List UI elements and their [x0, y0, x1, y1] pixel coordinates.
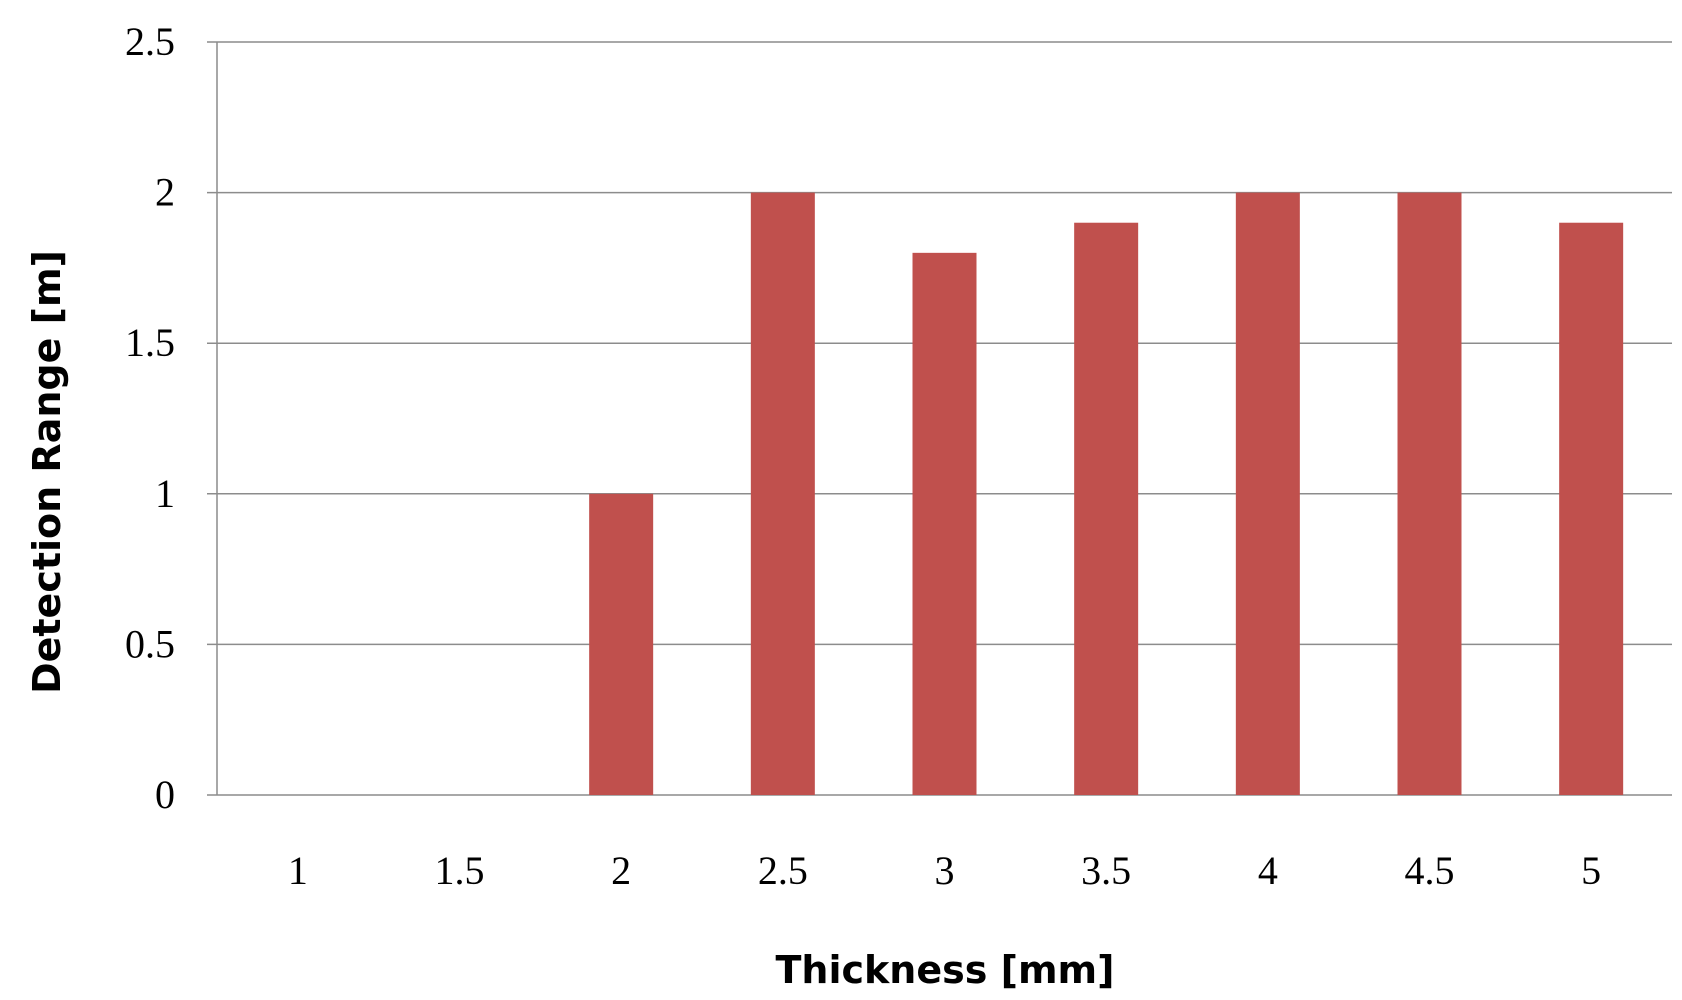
x-tick-label: 5: [1581, 848, 1601, 893]
x-tick-label: 4: [1258, 848, 1278, 893]
bar: [1559, 222, 1624, 796]
bar: [1397, 192, 1462, 796]
bar: [1235, 192, 1300, 796]
x-tick-labels: 1 1.5 2 2.5 3 3.5 4 4.5 5: [288, 848, 1601, 893]
bar: [912, 252, 977, 796]
x-tick-label: 4.5: [1405, 848, 1455, 893]
y-tick-label: 1.5: [125, 320, 175, 365]
y-tick-label: 0.5: [125, 621, 175, 666]
bars: [589, 192, 1624, 796]
x-tick-label: 3: [935, 848, 955, 893]
y-tick-label: 2: [155, 170, 175, 215]
bar: [589, 493, 654, 795]
x-axis-title: Thickness [mm]: [775, 948, 1114, 992]
x-tick-label: 2: [611, 848, 631, 893]
y-tick-labels: 0 0.5 1 1.5 2 2.5: [125, 19, 175, 817]
x-tick-label: 1: [288, 848, 308, 893]
y-tick-label: 2.5: [125, 19, 175, 64]
x-tick-label: 3.5: [1081, 848, 1131, 893]
x-tick-label: 1.5: [435, 848, 485, 893]
y-axis-title: Detection Range [m]: [25, 250, 69, 694]
bar: [750, 192, 815, 796]
x-tick-label: 2.5: [758, 848, 808, 893]
bar: [1074, 222, 1139, 796]
y-tick-label: 0: [155, 772, 175, 817]
y-tick-label: 1: [155, 471, 175, 516]
